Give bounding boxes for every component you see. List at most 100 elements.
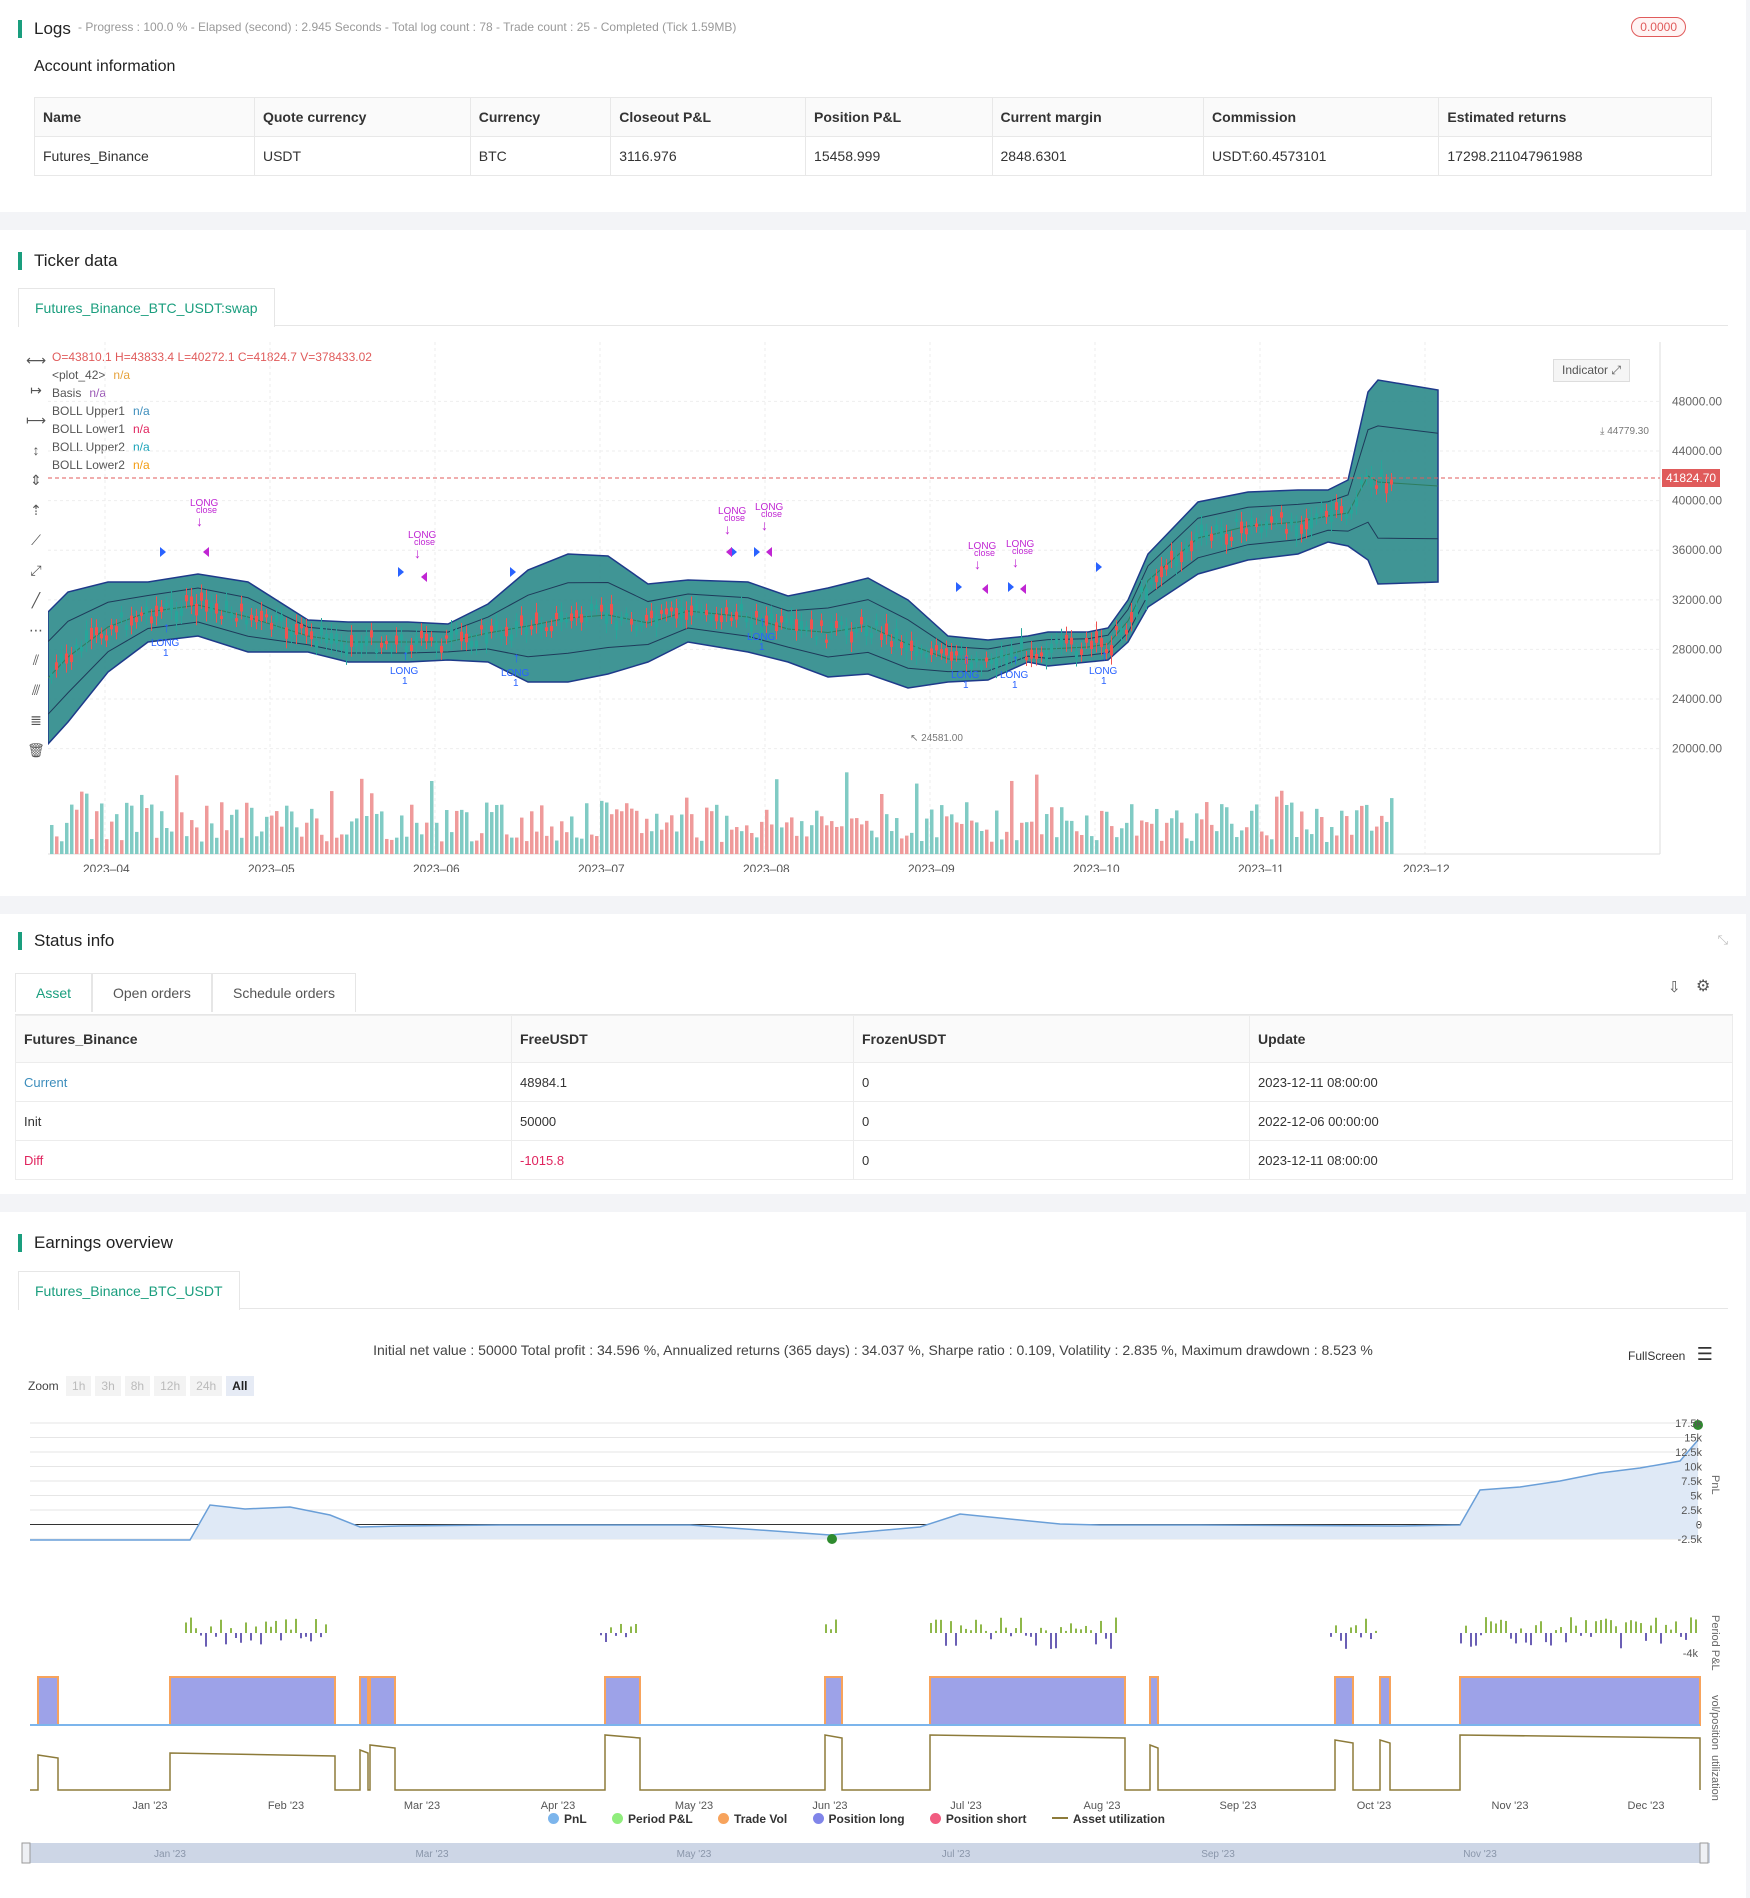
volume-bar (165, 827, 169, 854)
period-pnl-bar (1350, 1627, 1352, 1633)
period-pnl-bar (1600, 1620, 1602, 1633)
tab-schedule-orders[interactable]: Schedule orders (212, 973, 356, 1012)
horizontal-segment-icon[interactable]: ⟼ (26, 412, 47, 428)
legend-position-long[interactable]: Position long (812, 1812, 905, 1826)
period-pnl-bar (195, 1628, 197, 1633)
horizontal-line-icon[interactable]: ⟷ (26, 352, 47, 368)
volume-bar (90, 839, 94, 854)
volume-bar (1300, 811, 1304, 854)
zoom-12h[interactable]: 12h (154, 1376, 187, 1396)
volume-bar (1150, 823, 1154, 854)
vertical-ray-icon[interactable]: ⇡ (30, 502, 42, 518)
volume-bar (815, 810, 819, 854)
period-pnl-bar (995, 1630, 997, 1633)
candle-body (570, 613, 573, 621)
candle-body (460, 631, 463, 642)
trend-line-icon[interactable]: ⟋ (31, 532, 41, 548)
tab-open-orders[interactable]: Open orders (92, 973, 212, 1012)
price-range-icon[interactable]: ⋯ (29, 622, 43, 638)
menu-icon[interactable]: ☰ (1696, 1344, 1713, 1364)
candle-body (605, 612, 608, 624)
fib-icon[interactable]: ⫻ (31, 682, 41, 698)
candle-body (1140, 586, 1143, 593)
volume-bar (95, 811, 99, 854)
volume-bar (520, 817, 524, 854)
entry-flag (160, 547, 166, 557)
zoom-3h[interactable]: 3h (95, 1376, 121, 1396)
candle-body (845, 626, 848, 636)
candle-body (1000, 649, 1003, 659)
volume-bar (1015, 840, 1019, 854)
legend-period-pnl[interactable]: Period P&L (612, 1812, 693, 1826)
period-pnl-bar (950, 1621, 952, 1633)
extended-line-icon[interactable]: ╱ (31, 592, 41, 608)
fib-retracement-icon[interactable]: ≣ (30, 712, 42, 728)
candle-body (1075, 651, 1078, 659)
period-pnl-bar (830, 1629, 832, 1633)
tab-ticker-symbol[interactable]: Futures_Binance_BTC_USDT:swap (18, 288, 275, 327)
volume-bar (305, 822, 309, 854)
navigator-right-handle[interactable] (1699, 1842, 1709, 1864)
horizontal-ray-icon[interactable]: ↦ (30, 382, 42, 398)
volume-bar (1060, 807, 1064, 854)
long-signal-label: LONG (408, 530, 437, 541)
legend-position-short[interactable]: Position short (929, 1812, 1027, 1826)
download-icon[interactable]: ⇩ (1668, 979, 1681, 996)
navigator-track[interactable] (22, 1843, 1710, 1863)
volume-bar (705, 807, 709, 854)
settings-icon[interactable]: ⚙ (1696, 978, 1711, 995)
earnings-time-axis: Jan '23 Feb '23 Mar '23 Apr '23 May '23 Jun '… (132, 1800, 1664, 1812)
zoom-1h[interactable]: 1h (66, 1376, 92, 1396)
zoom-8h[interactable]: 8h (124, 1376, 151, 1396)
earnings-panel: Earnings overview Futures_Binance_BTC_US… (0, 1212, 1746, 1898)
legend-pnl[interactable]: PnL (548, 1812, 587, 1826)
zoom-24h[interactable]: 24h (190, 1376, 223, 1396)
vertical-segment-icon[interactable]: ⇕ (30, 472, 42, 488)
zoom-all[interactable]: All (226, 1376, 254, 1396)
tab-earnings-symbol[interactable]: Futures_Binance_BTC_USDT (18, 1271, 240, 1310)
earnings-chart[interactable]: 17.5k 15k 12.5k 10k 7.5k 5k 2.5k 0 -2.5k -4k Jan … (0, 1405, 1746, 1898)
close-signal-label: close (724, 513, 745, 523)
volume-bar (1195, 813, 1199, 854)
price-chart[interactable]: 48000.00 44000.00 40000.00 36000.00 32000.00… (48, 342, 1748, 872)
candle-body (955, 651, 958, 656)
fullscreen-button[interactable]: FullScreen ☰ (1628, 1344, 1713, 1364)
legend-asset-utilization[interactable]: Asset utilization (1051, 1812, 1165, 1826)
candle-body (270, 622, 273, 630)
volume-bar (1205, 802, 1209, 854)
volume-bar (1050, 807, 1054, 854)
volume-bar (710, 811, 714, 854)
candle-body (1365, 475, 1368, 480)
drawing-toolbar: ⟷ ↦ ⟼ ↕ ⇕ ⇡ ⟋ ⤢ ╱ ⋯ ⫽ ⫻ ≣ 🗑 (26, 352, 46, 772)
asset-header-row: Futures_Binance FreeUSDT FrozenUSDT Upda… (15, 1015, 1733, 1063)
candle-body (255, 615, 258, 623)
volume-bar (580, 838, 584, 854)
cell-quote-currency: USDT (253, 136, 471, 176)
candle-body (410, 644, 413, 651)
volume-bar (1005, 831, 1009, 854)
candle-body (820, 620, 823, 626)
volume-bar (860, 824, 864, 854)
candle-body (590, 603, 593, 611)
volume-bar (980, 830, 984, 854)
candle-body (305, 627, 308, 636)
volume-bar (390, 839, 394, 854)
tab-asset[interactable]: Asset (15, 973, 93, 1012)
parallel-channel-icon[interactable]: ⫽ (32, 652, 40, 668)
candle-body (1040, 652, 1043, 657)
volume-bar (310, 808, 314, 854)
navigator-left-handle[interactable] (21, 1842, 31, 1864)
legend-trade-vol[interactable]: Trade Vol (718, 1812, 787, 1826)
time-tick: 2023–05 (248, 862, 295, 872)
volume-bar (285, 805, 289, 854)
volume-bar (270, 815, 274, 854)
volume-bar (970, 820, 974, 854)
indicator-button[interactable]: Indicator ⤢ (1553, 359, 1630, 382)
candle-body (1120, 628, 1123, 636)
vertical-line-icon[interactable]: ↕ (32, 442, 40, 458)
volume-bar (720, 841, 724, 854)
collapse-icon[interactable]: ⤡ (1717, 932, 1728, 947)
trash-icon[interactable]: 🗑 (27, 742, 45, 758)
period-pnl-bar (1360, 1633, 1362, 1638)
ray-line-icon[interactable]: ⤢ (30, 562, 42, 578)
